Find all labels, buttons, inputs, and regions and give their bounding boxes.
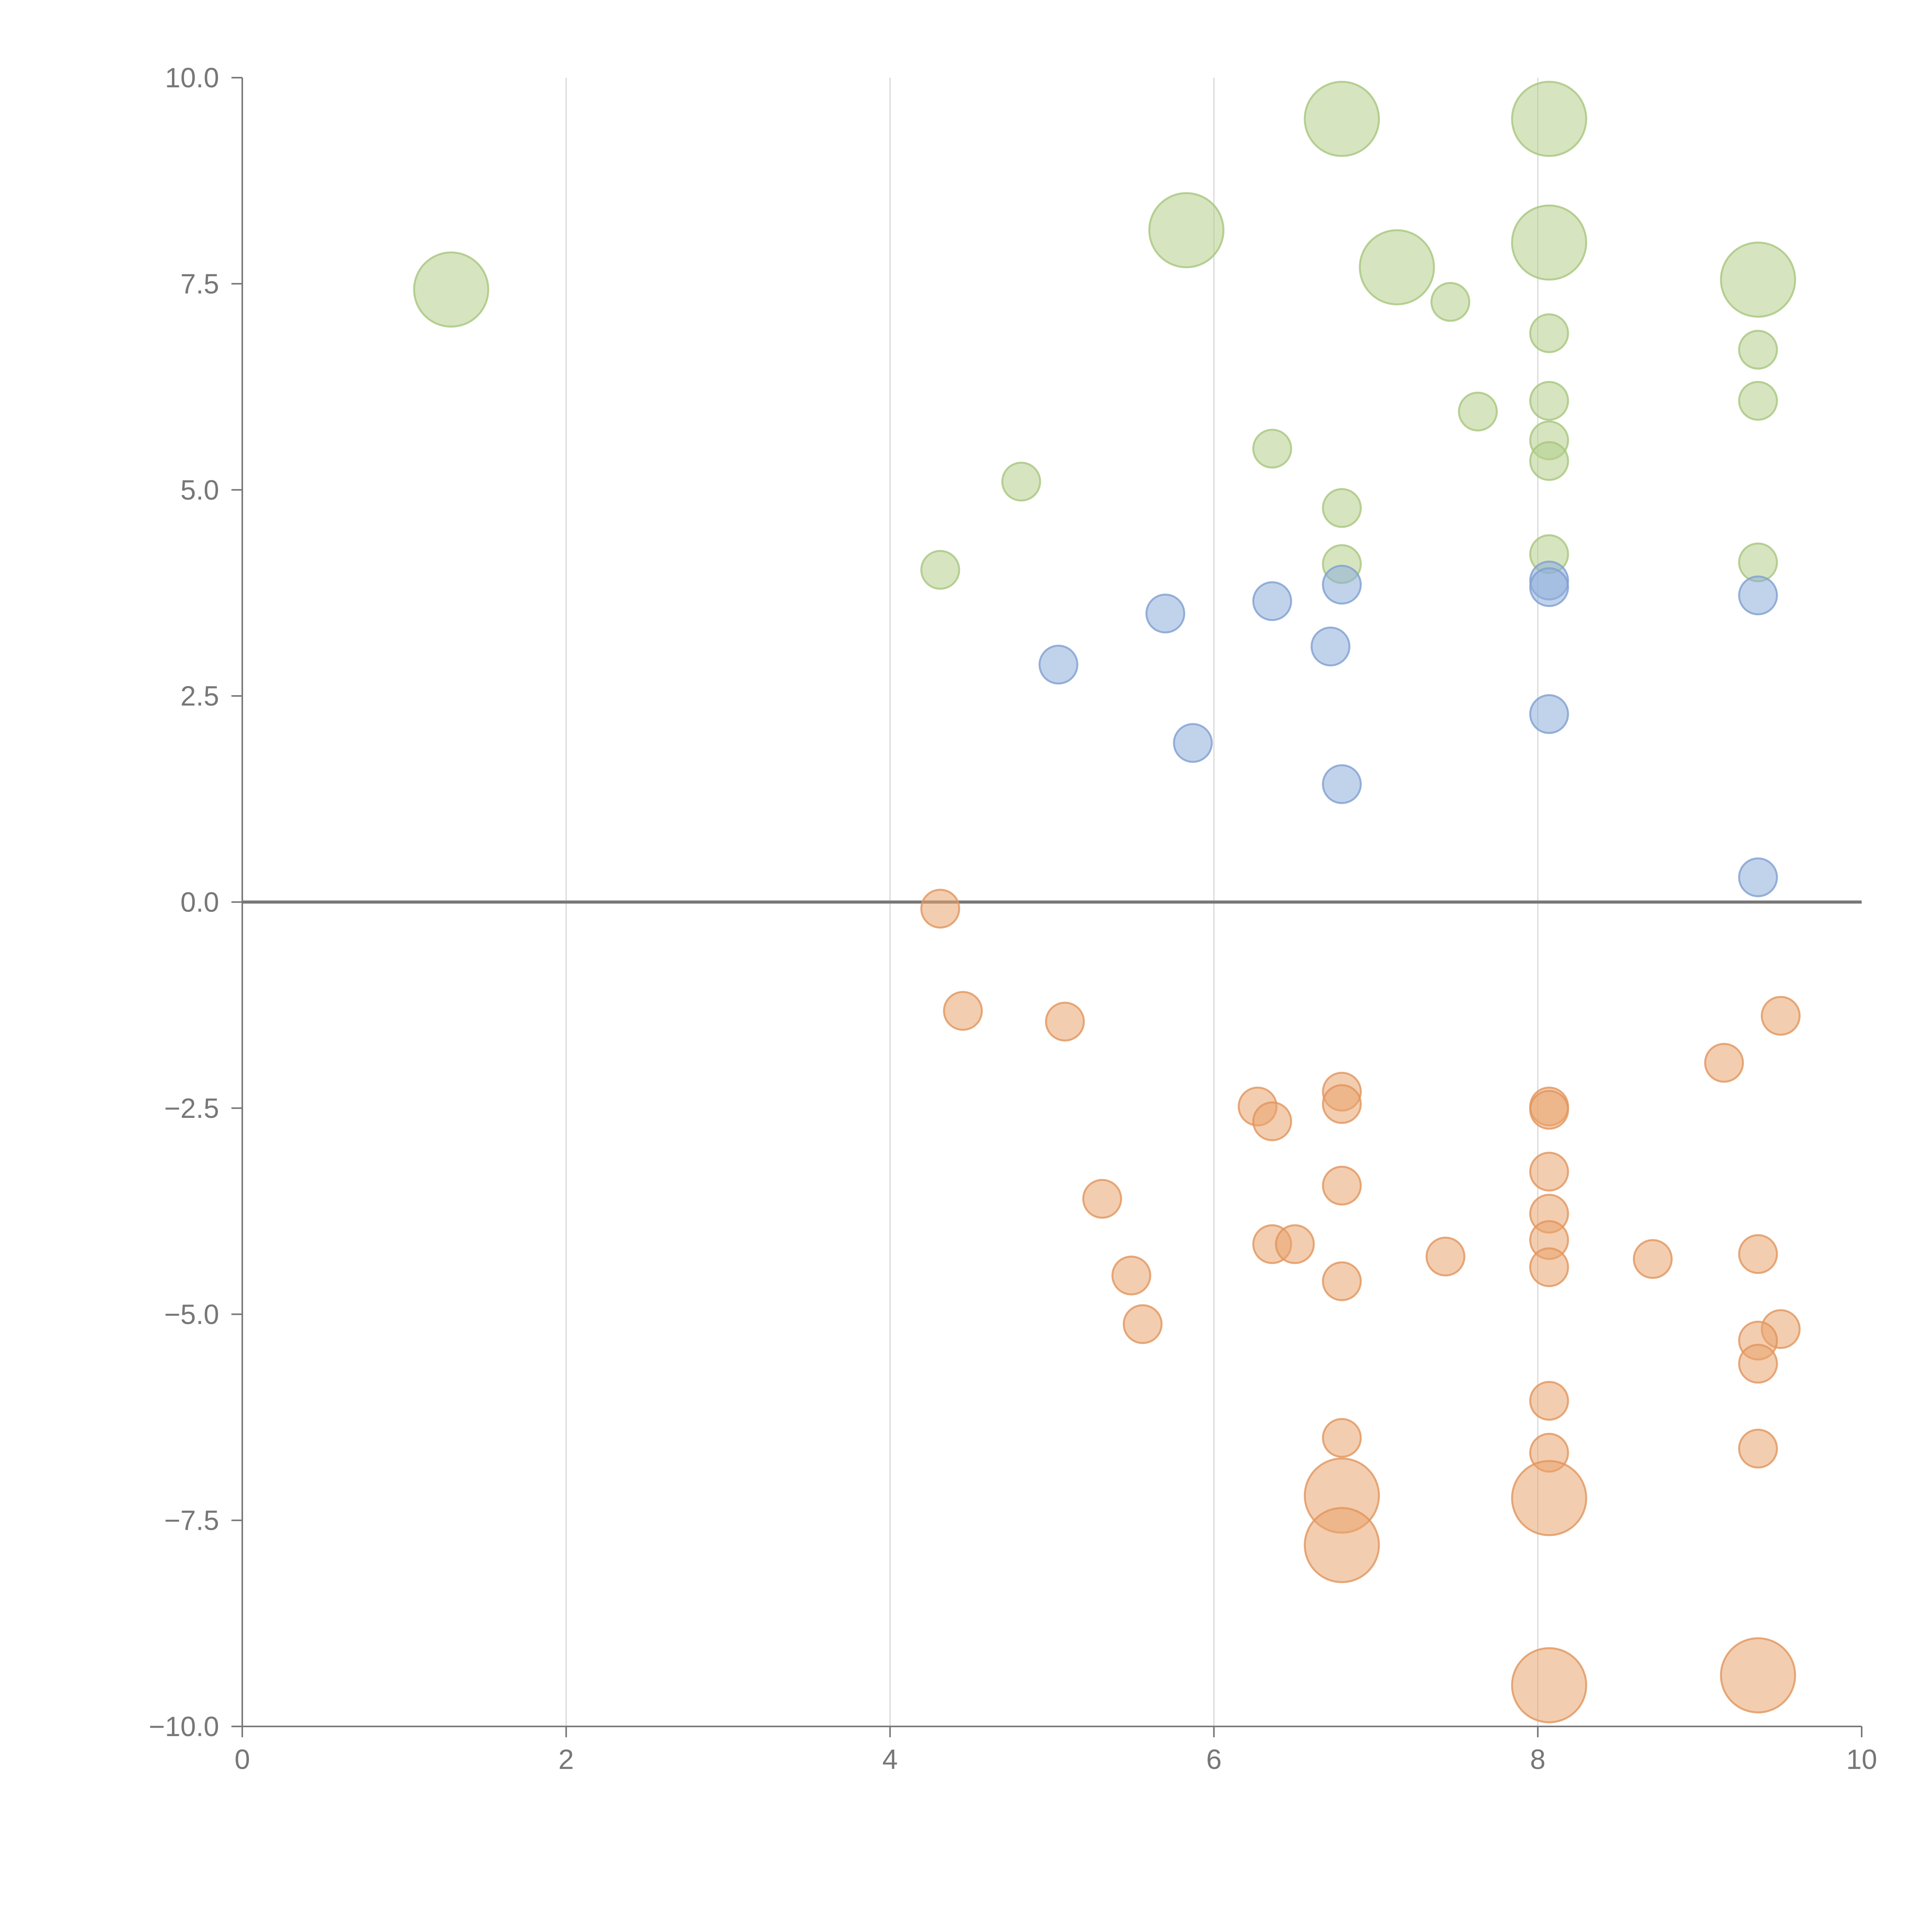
green-bubble[interactable] [920,550,960,590]
series-blue [1038,560,1778,897]
tick-label-layer: 10.0 7.5 5.0 2.5 0.0 −2.5 −5.0 −7.5 −10.0 0 2 4 6 8 10 [149,63,1877,1775]
blue-bubble[interactable] [1322,764,1362,804]
orange-bubble[interactable] [1322,1261,1362,1301]
green-bubble[interactable] [413,251,490,328]
blue-bubble[interactable] [1529,694,1569,734]
green-bubble[interactable] [1720,242,1796,318]
blue-bubble[interactable] [1310,626,1350,667]
orange-bubble[interactable] [1322,1418,1362,1458]
orange-bubble[interactable] [943,991,983,1031]
green-bubble[interactable] [1738,381,1778,421]
orange-bubble[interactable] [1322,1084,1362,1124]
x-tick-label: 0 [235,1744,250,1775]
y-tick-label: −5.0 [164,1299,219,1330]
orange-bubble[interactable] [1760,996,1801,1036]
orange-bubble[interactable] [1704,1043,1744,1083]
orange-bubble[interactable] [1529,1151,1569,1192]
axis-layer [231,77,1862,1737]
blue-bubble[interactable] [1252,581,1292,621]
green-bubble[interactable] [1529,381,1569,421]
green-bubble[interactable] [1430,282,1470,322]
y-tick-label: 0.0 [180,887,219,918]
orange-bubble[interactable] [1511,1647,1587,1723]
x-tick-label: 4 [882,1744,898,1775]
green-bubble[interactable] [1252,429,1292,469]
orange-bubble[interactable] [1738,1234,1778,1274]
series-orange [920,889,1801,1723]
x-tick-label: 10 [1846,1744,1877,1775]
bubble-layer [413,81,1801,1723]
blue-bubble[interactable] [1145,594,1185,634]
green-bubble[interactable] [1529,313,1569,353]
green-bubble[interactable] [1738,330,1778,370]
orange-bubble[interactable] [1529,1247,1569,1287]
x-tick-label: 8 [1530,1744,1546,1775]
orange-bubble[interactable] [1252,1101,1292,1141]
blue-bubble[interactable] [1529,567,1569,607]
green-bubble[interactable] [1359,229,1435,306]
y-tick-label: −10.0 [149,1711,219,1742]
orange-bubble[interactable] [1738,1344,1778,1384]
blue-bubble[interactable] [1038,645,1078,685]
orange-bubble[interactable] [1322,1165,1362,1206]
orange-bubble[interactable] [1529,1090,1569,1130]
orange-bubble[interactable] [1511,1460,1587,1536]
orange-bubble[interactable] [920,889,960,929]
x-tick-label: 2 [558,1744,574,1775]
orange-bubble[interactable] [1425,1236,1466,1277]
green-bubble[interactable] [1529,441,1569,481]
y-tick-label: 7.5 [180,269,219,299]
orange-bubble[interactable] [1738,1429,1778,1469]
green-bubble[interactable] [1458,391,1498,432]
orange-bubble[interactable] [1529,1381,1569,1421]
green-bubble[interactable] [1148,192,1225,269]
blue-bubble[interactable] [1738,575,1778,616]
green-bubble[interactable] [1322,488,1362,528]
y-tick-label: 5.0 [180,475,219,506]
blue-bubble[interactable] [1173,723,1213,763]
y-tick-label: 2.5 [180,681,219,712]
blue-bubble[interactable] [1738,857,1778,897]
y-tick-label: −7.5 [164,1505,219,1536]
orange-bubble[interactable] [1122,1304,1163,1344]
orange-bubble[interactable] [1633,1239,1673,1279]
green-bubble[interactable] [1511,81,1587,157]
green-bubble[interactable] [1511,204,1587,281]
orange-bubble[interactable] [1304,1507,1380,1583]
y-tick-label: 10.0 [165,63,219,94]
orange-bubble[interactable] [1045,1002,1085,1042]
x-tick-label: 6 [1206,1744,1222,1775]
orange-bubble[interactable] [1720,1637,1796,1714]
orange-bubble[interactable] [1082,1179,1122,1219]
green-bubble[interactable] [1304,81,1380,157]
orange-bubble[interactable] [1111,1255,1151,1296]
orange-bubble[interactable] [1275,1224,1315,1264]
green-bubble[interactable] [1001,461,1041,502]
y-tick-label: −2.5 [164,1093,219,1124]
blue-bubble[interactable] [1322,565,1362,605]
series-green [413,81,1796,590]
